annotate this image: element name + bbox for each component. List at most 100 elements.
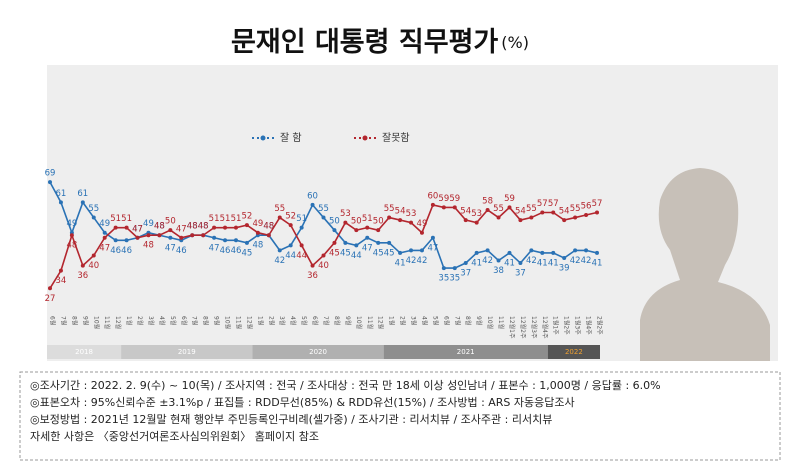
x-tick-label: 10월 (486, 316, 494, 329)
value-label: 45 (242, 248, 253, 258)
point (419, 230, 424, 235)
point (518, 261, 523, 266)
x-tick-label: 9월 (344, 316, 352, 325)
value-label: 38 (493, 266, 504, 276)
x-tick-label: 12월 (377, 316, 385, 329)
point (551, 210, 556, 215)
point (496, 258, 501, 263)
note: ◎보정방법 : 2021년 12월말 현재 행안부 주민등록인구비례(셀가중) … (30, 413, 552, 426)
point (113, 225, 118, 230)
x-tick-label: 3월 (147, 316, 155, 325)
value-label: 47 (209, 243, 220, 253)
value-label: 50 (165, 217, 176, 227)
period-label: 2018 (75, 348, 93, 356)
point (409, 220, 414, 225)
point (562, 255, 567, 260)
point (179, 235, 184, 240)
x-tick-label: 9월 (213, 316, 221, 325)
value-label: 48 (154, 222, 165, 232)
value-label: 49 (66, 219, 77, 229)
period-band (121, 345, 253, 359)
x-tick-label: 8월 (333, 316, 341, 325)
x-tick-label: 2월 (136, 316, 144, 325)
point (507, 205, 512, 210)
x-tick-label: 10월 (224, 316, 232, 329)
point (387, 215, 392, 220)
x-tick-label: 3월 (410, 316, 418, 325)
point (69, 233, 74, 238)
point (518, 218, 523, 223)
point (354, 243, 359, 248)
point (332, 240, 337, 245)
value-label: 53 (406, 209, 417, 219)
value-label: 35 (438, 274, 449, 284)
point (310, 202, 315, 207)
point (343, 240, 348, 245)
x-tick-label: 10월 (92, 316, 100, 329)
value-label: 48 (143, 241, 154, 251)
point (551, 250, 556, 255)
value-label: 56 (581, 202, 592, 212)
value-label: 55 (274, 204, 285, 214)
value-label: 55 (384, 204, 395, 214)
x-tick-label: 12월 (114, 316, 122, 329)
value-label: 39 (559, 263, 570, 273)
value-label: 59 (438, 194, 449, 204)
point (102, 235, 107, 240)
value-label: 48 (252, 241, 263, 251)
x-tick-label: 2월 (267, 316, 275, 325)
value-label: 42 (274, 256, 285, 266)
x-tick-label: 4월 (158, 316, 166, 325)
period-band (383, 345, 548, 359)
value-label: 41 (537, 258, 548, 268)
portrait-placeholder (640, 168, 770, 361)
point (266, 233, 271, 238)
value-label: 58 (482, 196, 493, 206)
x-tick-label: 6월 (442, 316, 450, 325)
value-label: 48 (198, 222, 209, 232)
value-label: 48 (187, 222, 198, 232)
x-tick-label: 11월 (234, 316, 242, 329)
x-tick-label: 12월4주 (541, 316, 549, 339)
x-tick-label: 1월 (125, 316, 133, 325)
value-label: 41 (395, 258, 406, 268)
value-label: 35 (449, 274, 460, 284)
point (321, 215, 326, 220)
point (233, 225, 238, 230)
period-label: 2020 (309, 348, 327, 356)
x-tick-label: 1월 (256, 316, 264, 325)
point (562, 218, 567, 223)
x-tick-label: 7월 (453, 316, 461, 325)
legend-marker (260, 135, 266, 141)
point (419, 248, 424, 253)
period-label: 2021 (457, 348, 475, 356)
value-label: 60 (427, 191, 438, 201)
value-label: 61 (56, 189, 67, 199)
value-label: 37 (460, 269, 471, 279)
value-label: 47 (165, 243, 176, 253)
point (529, 248, 534, 253)
value-label: 45 (373, 248, 384, 258)
x-tick-label: 5월 (431, 316, 439, 325)
value-label: 57 (548, 199, 559, 209)
point (376, 228, 381, 233)
point (595, 250, 599, 255)
x-tick-label: 6월 (311, 316, 319, 325)
point (168, 228, 173, 233)
x-tick-label: 11월 (497, 316, 505, 329)
value-label: 47 (99, 243, 110, 253)
x-tick-label: 8월 (70, 316, 78, 325)
point (288, 243, 293, 248)
point (430, 235, 435, 240)
x-tick-label: 6월 (180, 316, 188, 325)
point (365, 235, 370, 240)
value-label: 46 (231, 246, 242, 256)
point (354, 228, 359, 233)
value-label: 47 (362, 243, 373, 253)
x-tick-label: 1월 (388, 316, 396, 325)
x-tick-label: 2월 (399, 316, 407, 325)
x-tick-label: 6월 (49, 316, 57, 325)
value-label: 50 (373, 217, 384, 227)
x-tick-label: 5월 (169, 316, 177, 325)
